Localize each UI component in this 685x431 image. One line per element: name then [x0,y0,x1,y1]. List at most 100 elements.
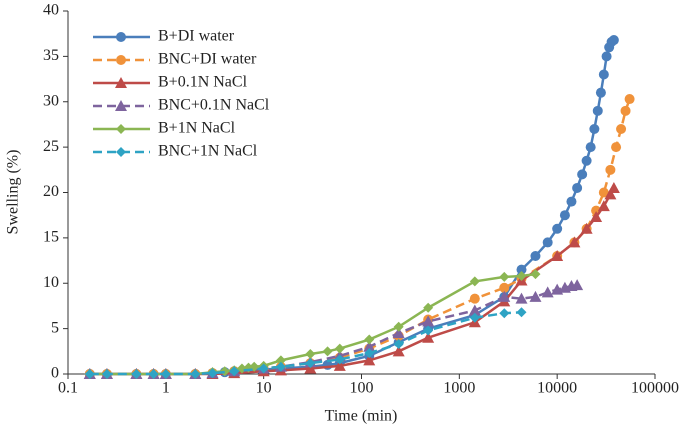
data-point [620,105,631,116]
data-point [611,142,622,153]
y-tick-label: 10 [43,274,59,291]
data-point [364,334,375,345]
data-point [595,87,606,98]
legend-marker [116,32,126,42]
legend-label: BNC+1N NaCl [158,143,258,160]
legend-marker [116,124,126,134]
data-point [84,369,95,379]
data-point [498,290,511,302]
data-point [275,355,286,366]
data-point [590,211,603,223]
data-point [605,164,616,175]
y-axis-label: Swelling (%) [5,150,22,235]
data-point [393,321,404,332]
data-point [131,369,142,379]
data-point [334,354,345,365]
data-point [275,361,286,372]
legend-marker [116,147,126,157]
y-tick-label: 0 [51,365,59,382]
data-point [516,270,527,281]
x-tick-label: 100000 [631,380,679,397]
data-point [608,35,619,46]
y-tick-label: 20 [43,183,59,200]
data-point [499,308,510,319]
data-point [607,181,620,193]
data-point [542,237,553,248]
data-point [604,188,617,200]
data-point [559,210,570,221]
y-tick-label: 30 [43,92,59,109]
data-point [598,187,609,198]
x-tick-label: 1 [162,380,170,397]
legend-marker [115,77,127,88]
y-tick-label: 35 [43,47,59,64]
data-point [589,123,600,134]
x-axis-label: Time (min) [325,408,398,425]
data-point [190,369,201,379]
data-point [598,69,609,80]
data-point [101,369,112,379]
data-point [572,182,583,193]
x-tick-label: 1000 [443,380,475,397]
data-point [363,340,376,352]
data-point [624,94,635,105]
data-point [566,196,577,207]
legend-marker [115,100,127,111]
series-line [89,98,631,376]
data-point [229,366,240,377]
data-point [515,292,528,304]
data-point [469,312,480,323]
data-point [581,155,592,166]
data-point [423,302,434,313]
x-tick-label: 0.1 [58,380,78,397]
data-point [516,264,527,275]
data-point [529,290,542,302]
data-point [541,286,554,298]
data-point [499,271,510,282]
data-point [568,236,581,248]
y-tick-label: 5 [51,319,59,336]
legend-label: B+0.1N NaCl [158,74,248,91]
data-point [592,105,603,116]
data-point [333,359,346,371]
data-point [305,349,316,360]
data-point [516,307,527,318]
data-point [499,282,510,293]
y-tick-label: 40 [43,2,59,19]
data-point [597,200,610,212]
data-point [258,363,269,374]
data-point [468,304,481,316]
data-point [334,343,345,354]
data-point [422,315,435,327]
data-point [616,123,627,134]
data-point [423,325,434,336]
legend-label: BNC+DI water [158,51,257,68]
data-point [207,368,218,379]
data-point [148,369,159,379]
data-point [469,276,480,287]
data-point [580,222,593,234]
data-point [577,169,588,180]
data-point [363,354,376,366]
data-point [219,366,230,377]
legend-marker [116,55,126,65]
data-point [530,269,541,280]
x-tick-label: 100 [350,380,374,397]
data-point [552,223,563,234]
data-point [393,339,404,350]
legend-label: B+DI water [158,28,235,45]
data-point [530,251,541,262]
legend-label: B+1N NaCl [158,120,236,137]
data-point [585,142,596,153]
data-point [392,345,405,357]
data-point [601,51,612,62]
legend-label: BNC+0.1N NaCl [158,97,270,114]
data-point [469,293,480,304]
data-point [392,327,405,339]
data-point [551,250,564,262]
y-tick-label: 25 [43,138,59,155]
y-tick-label: 15 [43,229,59,246]
data-point [422,331,435,343]
x-tick-label: 10 [256,380,272,397]
